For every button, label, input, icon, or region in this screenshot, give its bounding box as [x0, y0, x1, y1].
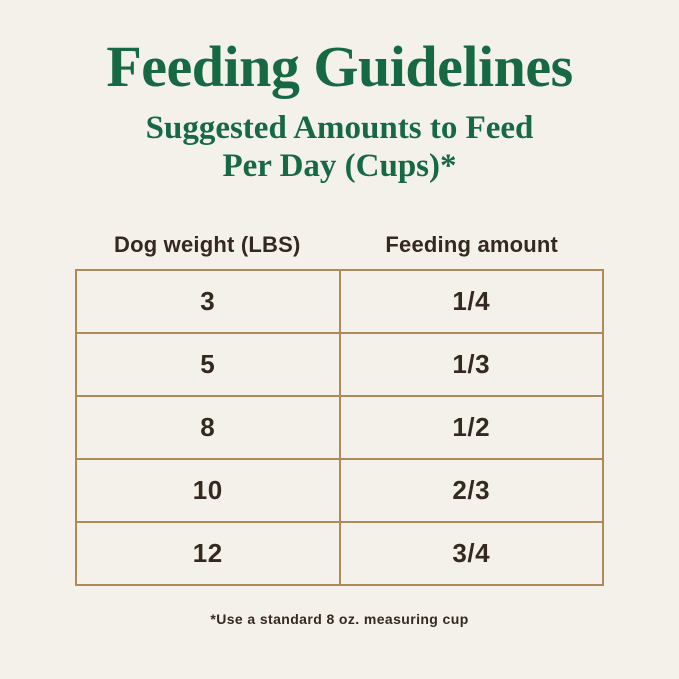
table-row: 10 2/3 — [75, 458, 604, 524]
table-row: 8 1/2 — [75, 395, 604, 461]
dog-weight-cell: 8 — [75, 395, 341, 461]
page-subtitle: Suggested Amounts to Feed Per Day (Cups)… — [0, 110, 679, 185]
footnote: *Use a standard 8 oz. measuring cup — [210, 611, 469, 628]
subtitle-line-2: Per Day (Cups)* — [222, 147, 457, 184]
table-row: 3 1/4 — [75, 269, 604, 335]
table-row: 5 1/3 — [75, 332, 604, 398]
column-header-dog-weight: Dog weight (LBS) — [113, 232, 301, 258]
page-title: Feeding Guidelines — [106, 34, 573, 99]
feeding-table: 3 1/4 5 1/3 8 1/2 10 2/3 12 3/4 — [75, 269, 604, 587]
feeding-amount-cell: 1/4 — [338, 269, 604, 335]
feeding-amount-cell: 2/3 — [338, 458, 604, 524]
feeding-amount-cell: 3/4 — [338, 521, 604, 587]
dog-weight-cell: 12 — [75, 521, 341, 587]
table-column-headers: Dog weight (LBS) Feeding amount — [75, 232, 604, 258]
dog-weight-cell: 10 — [75, 458, 341, 524]
dog-weight-cell: 3 — [75, 269, 341, 335]
feeding-amount-cell: 1/2 — [338, 395, 604, 461]
column-header-feeding-amount: Feeding amount — [385, 232, 559, 258]
subtitle-line-1: Suggested Amounts to Feed — [145, 110, 534, 146]
dog-weight-cell: 5 — [75, 332, 341, 398]
feeding-amount-cell: 1/3 — [338, 332, 604, 398]
table-row: 12 3/4 — [75, 521, 604, 587]
feeding-table-section: Dog weight (LBS) Feeding amount 3 1/4 5 … — [75, 232, 604, 587]
